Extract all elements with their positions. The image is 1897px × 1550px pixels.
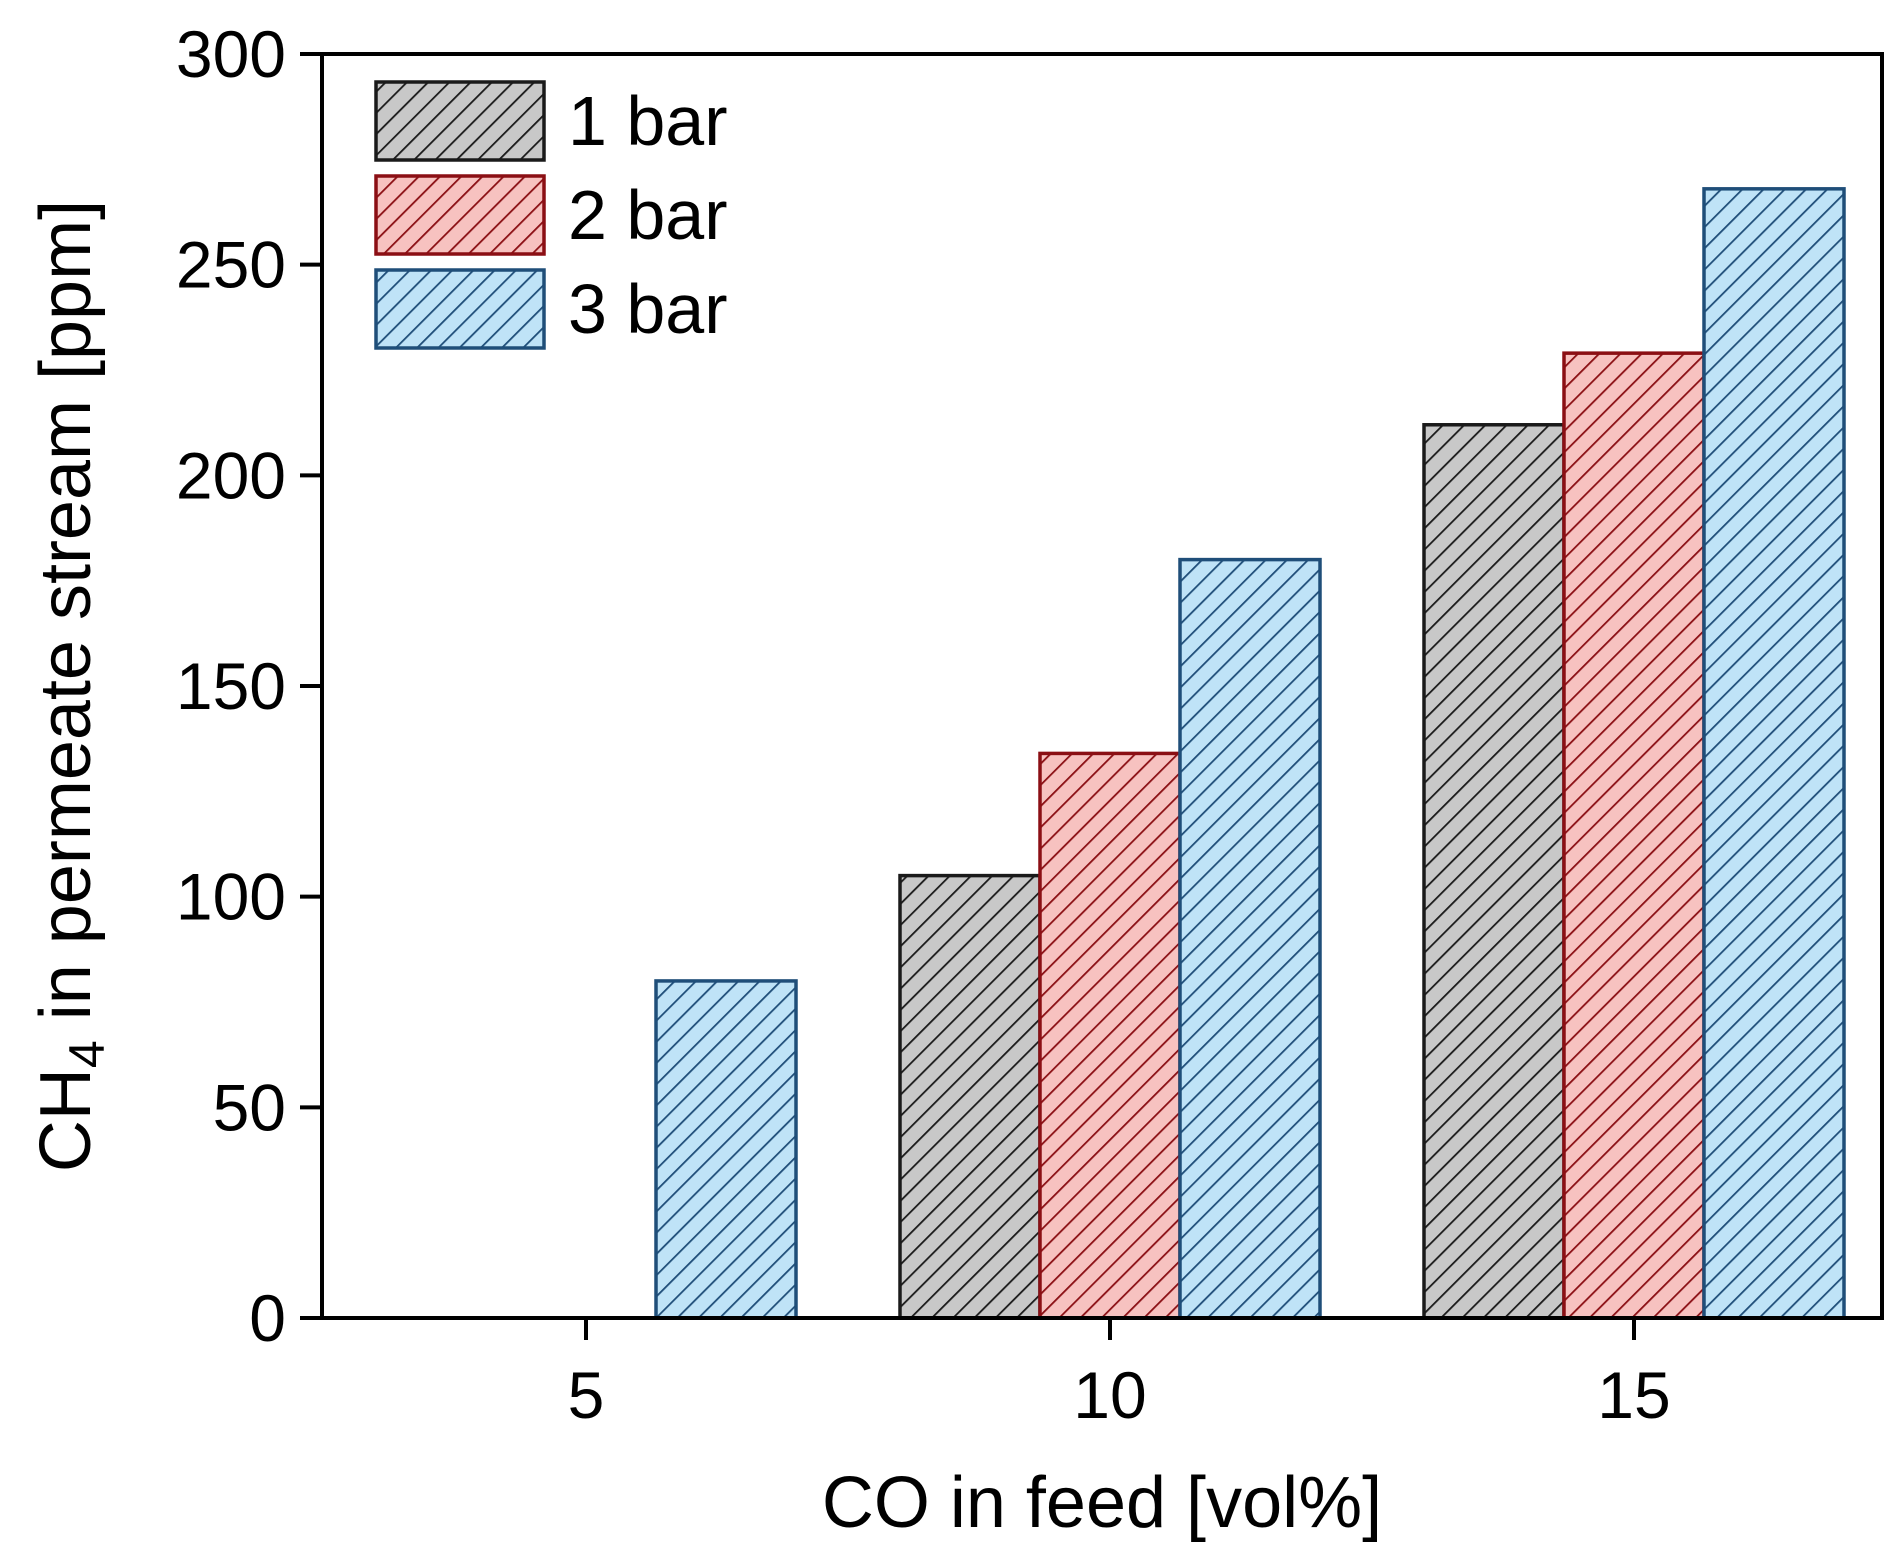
x-tick-label: 15 <box>1597 1358 1670 1432</box>
x-tick-label: 10 <box>1073 1358 1146 1432</box>
x-axis: 5 10 15 <box>568 1318 1671 1432</box>
x-axis-title: CO in feed [vol%] <box>822 1463 1382 1543</box>
y-tick-label: 250 <box>176 228 286 302</box>
bar-3-bar-10 <box>1178 557 1322 1320</box>
x-tick-label: 5 <box>568 1358 605 1432</box>
bar-1-bar-15 <box>1422 423 1566 1320</box>
legend-swatch-2-bar <box>374 174 546 256</box>
legend-label-2-bar: 2 bar <box>568 176 728 254</box>
y-tick-label: 0 <box>249 1281 286 1355</box>
y-axis-title-suffix: in permeate stream [ppm] <box>26 200 106 1040</box>
legend-swatch-3-bar <box>374 268 546 350</box>
legend-label-1-bar: 1 bar <box>568 82 728 160</box>
y-axis-title-prefix: CH <box>26 1068 106 1172</box>
y-axis-title-subscript: 4 <box>59 1040 115 1068</box>
y-tick-label: 50 <box>213 1070 286 1144</box>
bar-2-bar-10 <box>1038 751 1182 1320</box>
y-tick-label: 100 <box>176 860 286 934</box>
bar-3-bar-15 <box>1702 187 1846 1320</box>
y-tick-label: 300 <box>176 17 286 91</box>
bar-3-bar-5 <box>654 979 798 1320</box>
legend: 1 bar 2 bar 3 bar <box>374 80 728 350</box>
y-tick-label: 150 <box>176 649 286 723</box>
bar-1-bar-10 <box>898 873 1042 1320</box>
legend-label-3-bar: 3 bar <box>568 270 728 348</box>
bars-layer <box>654 187 1846 1320</box>
y-axis-title: CH4 in permeate stream [ppm] <box>26 200 115 1172</box>
y-axis: 0 50 100 150 200 250 300 <box>176 17 322 1355</box>
y-tick-label: 200 <box>176 438 286 512</box>
bar-2-bar-15 <box>1562 351 1706 1320</box>
legend-swatch-1-bar <box>374 80 546 162</box>
